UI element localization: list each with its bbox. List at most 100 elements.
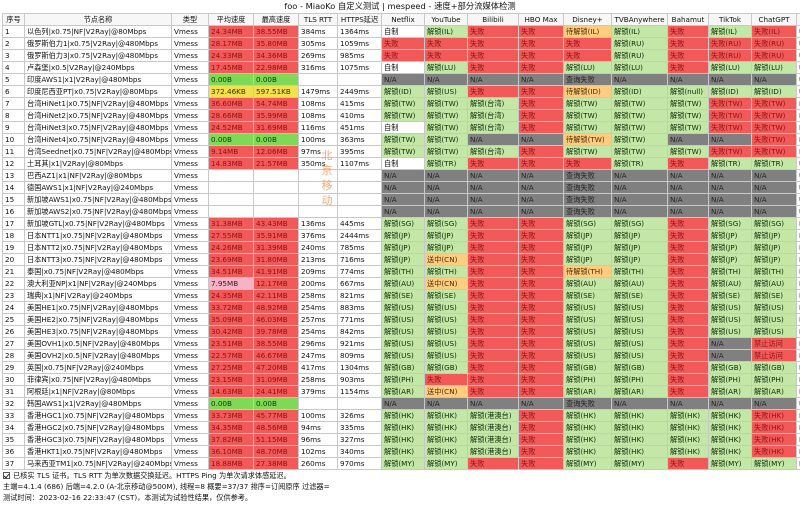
table-row[interactable]: 27 美国OVH1|x0.5|NF|V2Ray|@480Mbps Vmess 23.5… [2,337,800,350]
table-row[interactable]: 11 台湾Seednet|x0.75|NF|V2Ray|@480Mbps Vmess… [2,145,800,158]
cell-avg-speed [208,193,254,206]
cell-type: Vmess [171,277,209,290]
cell-hbo-max: 失败 [518,301,564,314]
cell-udp-type: FullCone [796,337,800,350]
table-row[interactable]: 36 香港HKT1|x0.75|NF|V2Ray|@480Mbps Vmess 36.… [2,445,800,458]
table-row[interactable]: 26 美国HE3|x0.75|NF|V2Ray|@480Mbps Vmess 30.4… [2,325,800,338]
cell-type: Vmess [171,229,209,242]
cell-bahamut: N/A [667,73,709,86]
cell-type: Vmess [171,301,209,314]
cell-tls-rtt: 258ms [298,289,338,302]
table-row[interactable]: 2 俄罗斯伯力1|x0.75|V2Ray|@480Mbps Vmess 28.17MB… [2,37,800,50]
table-row[interactable]: 32 韩国AWS1|x1|V2Ray|@480Mbps Vmess 0.00B 0.00… [2,397,800,410]
table-row[interactable]: 6 印度尼西亚PT|x0.75|V2Ray|@80Mbps Vmess 372.46K… [2,85,800,98]
cell-index: 3 [2,49,25,62]
cell-chatgpt: 解锁(SG) [751,217,797,230]
table-row[interactable]: 33 香港HGC1|x0.75|NF|V2Ray|@480Mbps Vmess 33.… [2,409,800,422]
column-header[interactable]: HTTPS延迟 [337,13,382,26]
cell-node-name: 泰国|x0.75|NF|V2Ray|@480Mbps [24,265,172,278]
column-header[interactable]: UDP类型 [796,13,800,26]
table-row[interactable]: 9 台湾HiNet3|x0.75|NF|V2Ray|@480Mbps Vmess 24… [2,121,800,134]
cell-tvbanywhere: 解锁(AR) [611,385,668,398]
table-row[interactable]: 37 马来西亚TM1|x0.75|NF|V2Ray|@240Mbps Vmess 18… [2,457,800,470]
cell-youtube: 解锁(GB) [424,361,468,374]
cell-bilibili: 解锁(港澳台) [467,421,519,434]
column-header[interactable]: Netflix [381,13,425,26]
table-row[interactable]: 7 台湾HiNet1|x0.75|NF|V2Ray|@480Mbps Vmess 36… [2,97,800,110]
cell-avg-speed: 24.26MB [208,241,254,254]
table-row[interactable]: 4 卢森堡|x0.5|V2Ray|@240Mbps Vmess 17.45MB 22.9… [2,61,800,74]
column-header[interactable]: HBO Max [518,13,564,26]
column-header[interactable]: YouTube [424,13,468,26]
table-row[interactable]: 13 巴西AZ1|x1|NF|V2Ray|@80Mbps Vmess N/A N/A N/… [2,169,800,182]
column-header[interactable]: TLS RTT [298,13,338,26]
table-row[interactable]: 17 新加坡GTL|x0.75|NF|V2Ray|@480Mbps Vmess 31.… [2,217,800,230]
cell-tiktok: 解锁(TR) [708,157,752,170]
table-row[interactable]: 12 土耳其|x1|V2Ray|@80Mbps Vmess 14.83MB 21.57M… [2,157,800,170]
cell-avg-speed: 14.63MB [208,385,254,398]
table-row[interactable]: 16 新加坡AWS2|x0.75|NF|V2Ray|@480Mbps Vmess N/… [2,205,800,218]
column-header[interactable]: TVBAnywhere [611,13,668,26]
cell-bahamut: 解锁(HK) [667,421,709,434]
column-header[interactable]: Bahamut [667,13,709,26]
cell-hbo-max: N/A [518,73,564,86]
cell-hbo-max: N/A [518,193,564,206]
column-header[interactable]: Disney+ [563,13,612,26]
cell-bilibili: 失败 [467,457,519,470]
cell-udp-type: FullCone [796,277,800,290]
column-header[interactable]: TikTok [708,13,752,26]
table-row[interactable]: 20 日本NTT3|x0.75|NF|V2Ray|@480Mbps Vmess 23.… [2,253,800,266]
table-row[interactable]: 25 美国HE2|x0.75|NF|V2Ray|@480Mbps Vmess 35.0… [2,313,800,326]
table-row[interactable]: 30 菲律宾|x0.75|NF|V2Ray|@480Mbps Vmess 23.15M… [2,373,800,386]
column-header[interactable]: Bilibili [467,13,519,26]
cell-tiktok: N/A [708,181,752,194]
cell-https-latency: 327ms [337,433,382,446]
cell-max-speed: 39.78MB [253,325,299,338]
column-header[interactable]: 平均速度 [208,13,254,26]
table-row[interactable]: 1 以色列|x0.75|NF|V2Ray|@80Mbps Vmess 24.34MB 3… [2,25,800,38]
cell-tls-rtt: 376ms [298,229,338,242]
cell-udp-type: FullCone [796,313,800,326]
table-row[interactable]: 34 香港HGC2|x0.75|NF|V2Ray|@480Mbps Vmess 34.… [2,421,800,434]
cell-chatgpt: 解锁(ID) [751,85,797,98]
cell-tls-rtt: 254ms [298,325,338,338]
cell-tvbanywhere: 解锁(LU) [611,61,668,74]
table-row[interactable]: 31 阿根廷|x1|NF|V2Ray|@80Mbps Vmess 14.63MB 24.… [2,385,800,398]
table-row[interactable]: 14 德国AWS1|x1|NF|V2Ray|@240Mbps Vmess N/A N/A… [2,181,800,194]
column-header[interactable]: 节点名称 [24,13,172,26]
column-header[interactable]: ChatGPT [751,13,797,26]
cell-tiktok: N/A [708,205,752,218]
cell-bilibili: 失败 [467,49,519,62]
table-row[interactable]: 10 台湾HiNet4|x0.75|NF|V2Ray|@480Mbps Vmess 0… [2,133,800,146]
table-row[interactable]: 29 英国|x0.75|NF|V2Ray|@240Mbps Vmess 27.25MB… [2,361,800,374]
cell-tiktok: 解锁(SG) [708,217,752,230]
cell-hbo-max: 失败 [518,337,564,350]
table-row[interactable]: 5 印度AWS1|x1|V2Ray|@480Mbps Vmess 0.00B 0.00B… [2,73,800,86]
cell-chatgpt: 解锁(TR) [751,157,797,170]
table-row[interactable]: 24 美国HE1|x0.75|NF|V2Ray|@480Mbps Vmess 33.7… [2,301,800,314]
cell-tvbanywhere: 解锁(TW) [611,109,668,122]
table-row[interactable]: 22 澳大利亚NP|x1|NF|V2Ray|@240Mbps Vmess 7.95MB… [2,277,800,290]
table-row[interactable]: 8 台湾HiNet2|x0.75|NF|V2Ray|@480Mbps Vmess 28… [2,109,800,122]
table-row[interactable]: 3 俄罗斯伯力3|x0.75|V2Ray|@480Mbps Vmess 24.33MB… [2,49,800,62]
cell-youtube: 解锁(JP) [424,241,468,254]
column-header[interactable]: 最高速度 [253,13,299,26]
cell-type: Vmess [171,349,209,362]
table-row[interactable]: 18 日本NTT1|x0.75|NF|V2Ray|@480Mbps Vmess 27.… [2,229,800,242]
table-row[interactable]: 19 日本NTT2|x0.75|NF|V2Ray|@480Mbps Vmess 24.… [2,241,800,254]
cell-youtube: 解锁(TW) [424,121,468,134]
column-header[interactable]: 序号 [2,13,25,26]
cell-bahamut: 解锁(HK) [667,433,709,446]
table-row[interactable]: 23 瑞典|x1|NF|V2Ray|@240Mbps Vmess 24.35MB 42.… [2,289,800,302]
table-row[interactable]: 28 美国OVH2|x0.5|NF|V2Ray|@480Mbps Vmess 22.5… [2,349,800,362]
cell-bilibili: 失败 [467,325,519,338]
cell-node-name: 香港HGC2|x0.75|NF|V2Ray|@480Mbps [24,421,172,434]
cell-avg-speed: 0.00B [208,133,254,146]
cell-bahamut: 失败 [667,325,709,338]
cell-tiktok: 解锁(MY) [708,457,752,470]
table-row[interactable]: 15 新加坡AWS1|x0.75|NF|V2Ray|@480Mbps Vmess N/… [2,193,800,206]
table-row[interactable]: 35 香港HGC3|x0.75|NF|V2Ray|@480Mbps Vmess 37.… [2,433,800,446]
table-row[interactable]: 21 泰国|x0.75|NF|V2Ray|@480Mbps Vmess 34.51MB… [2,265,800,278]
cell-hbo-max: 失败 [518,289,564,302]
column-header[interactable]: 类型 [171,13,209,26]
